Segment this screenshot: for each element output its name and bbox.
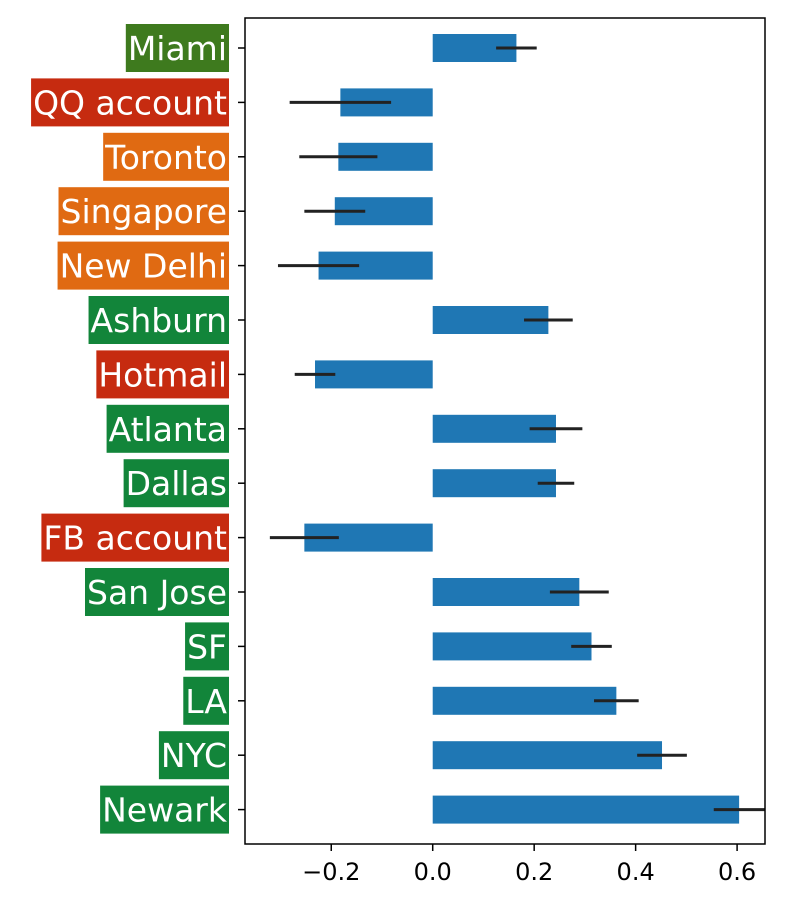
category-label-bg-newark: [100, 785, 229, 834]
category-label-san-jose: San Jose: [87, 573, 227, 612]
category-label-bg-sf: [185, 622, 229, 671]
x-tick-label: 0.4: [617, 858, 655, 886]
bar-sf: [432, 632, 592, 661]
category-label-dallas: Dallas: [126, 464, 227, 503]
bar-la: [432, 686, 617, 715]
category-label-bg-qq-account: [31, 78, 229, 127]
category-label-bg-la: [183, 676, 229, 725]
category-label-atlanta: Atlanta: [109, 410, 227, 449]
category-label-bg-singapore: [58, 187, 229, 236]
category-label-bg-san-jose: [85, 568, 229, 616]
category-label-bg-new-delhi: [57, 241, 229, 290]
category-label-qq-account: QQ account: [33, 83, 227, 122]
bars-layer: [304, 34, 740, 824]
category-labels-layer: Miami QQ account Toronto Singapore New Delhi…: [31, 24, 229, 834]
category-label-bg-dallas: [123, 459, 229, 508]
plot-frame: [244, 17, 766, 845]
category-label-la: LA: [185, 682, 227, 721]
category-label-toronto: Toronto: [104, 138, 227, 177]
category-label-ashburn: Ashburn: [91, 301, 227, 340]
category-label-fb-account: FB account: [43, 519, 227, 558]
category-label-bg-toronto: [103, 132, 229, 181]
category-label-bg-fb-account: [41, 513, 229, 562]
category-label-nyc: NYC: [161, 736, 227, 775]
x-tick-label: 0.6: [718, 858, 756, 886]
category-label-singapore: Singapore: [61, 192, 227, 231]
category-label-new-delhi: New Delhi: [60, 247, 227, 286]
bar-nyc: [432, 741, 663, 770]
category-label-sf: SF: [187, 627, 227, 666]
category-label-bg-ashburn: [88, 296, 229, 344]
x-tick-label: 0.0: [414, 858, 452, 886]
x-tick-label: 0.2: [515, 858, 553, 886]
x-tick-label: −0.2: [302, 858, 360, 886]
category-label-hotmail: Hotmail: [98, 355, 227, 394]
category-label-bg-nyc: [158, 731, 229, 780]
category-label-bg-miami: [125, 24, 229, 72]
bar-dallas: [432, 469, 556, 498]
bar-newark: [432, 795, 740, 824]
category-label-bg-hotmail: [96, 350, 229, 399]
category-label-miami: Miami: [128, 29, 227, 68]
category-label-newark: Newark: [102, 791, 228, 830]
x-axis-ticks: −0.2 0.0 0.2 0.4 0.6: [238, 47, 756, 886]
error-bars-layer: [269, 46, 765, 812]
category-label-bg-atlanta: [106, 404, 229, 453]
